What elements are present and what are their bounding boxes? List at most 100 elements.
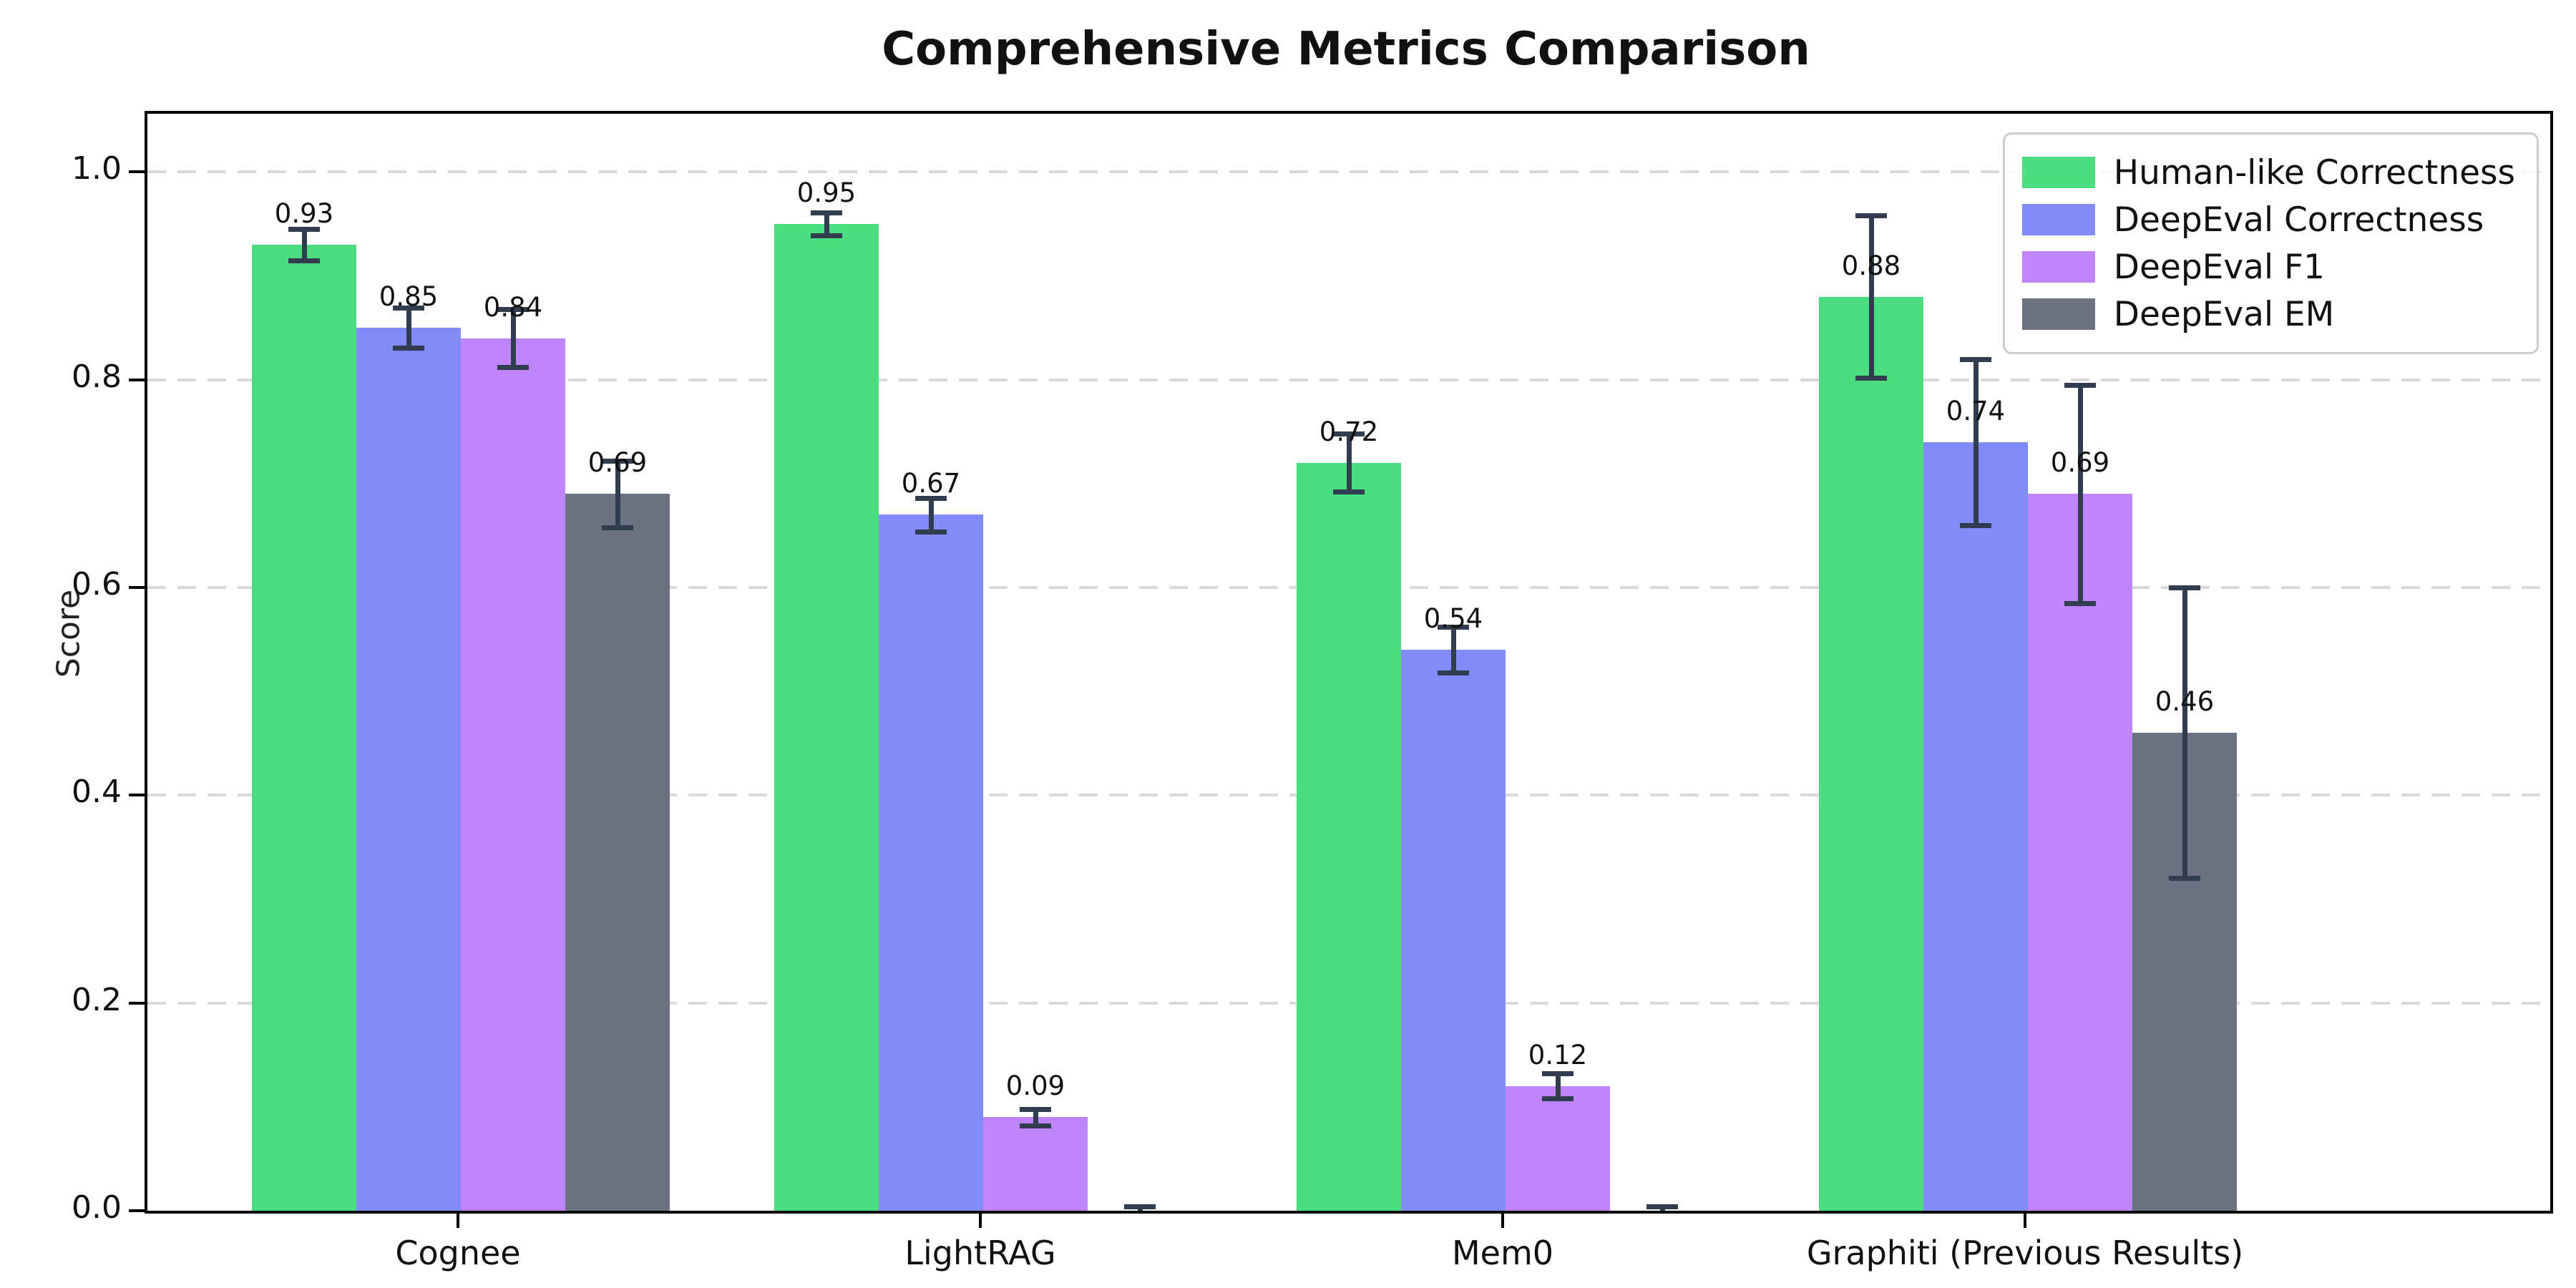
error-bar	[1973, 358, 1979, 525]
legend-label: DeepEval EM	[2113, 294, 2335, 334]
error-bar	[928, 498, 934, 532]
error-bar	[1450, 627, 1456, 673]
error-bar-cap-bottom	[1855, 375, 1887, 381]
bar-human-like-correctness	[1819, 296, 1923, 1211]
y-tick-label: 0.6	[72, 565, 122, 602]
error-bar-cap-bottom	[1020, 1123, 1051, 1128]
error-bar	[406, 308, 411, 348]
bar-value-label: 0.12	[1528, 1039, 1588, 1070]
legend: Human-like Correctness DeepEval Correctne…	[2002, 132, 2539, 354]
legend-swatch	[2021, 251, 2095, 283]
error-bar	[2077, 384, 2083, 603]
chart-title: Comprehensive Metrics Comparison	[882, 23, 1810, 76]
error-bar-cap-top	[2169, 585, 2200, 590]
error-bar-cap-top	[497, 306, 529, 312]
bar-value-label: 0.72	[1319, 416, 1379, 447]
bar-deepeval-correctness	[1923, 441, 2028, 1211]
error-bar-cap-bottom	[497, 365, 529, 371]
error-bar	[301, 229, 307, 260]
y-axis-tick	[129, 1209, 145, 1212]
bar-deepeval-em	[565, 494, 670, 1211]
x-tick-label: Graphiti (Previous Results)	[1806, 1234, 2244, 1272]
legend-item: Human-like Correctness	[2021, 149, 2515, 196]
y-tick-label: 0.2	[72, 981, 122, 1018]
bar-deepeval-correctness	[356, 328, 461, 1211]
bar-value-label: 0.88	[1841, 250, 1901, 281]
error-bar-cap-top	[1542, 1071, 1574, 1077]
y-tick-label: 0.0	[72, 1189, 122, 1226]
error-bar	[2182, 587, 2187, 879]
error-bar-cap-bottom	[1542, 1096, 1574, 1102]
x-axis-tick	[979, 1211, 982, 1228]
error-bar-cap-bottom	[915, 529, 947, 535]
y-axis-tick	[129, 585, 145, 589]
x-tick-label: Mem0	[1451, 1234, 1554, 1272]
bar-deepeval-f1	[2028, 494, 2132, 1211]
bar-deepeval-f1	[983, 1117, 1088, 1211]
error-bar-cap-top	[602, 458, 633, 464]
x-tick-label: Cognee	[395, 1234, 521, 1272]
error-bar	[1555, 1073, 1561, 1099]
y-tick-label: 1.0	[72, 150, 122, 187]
bar-value-label: 0.95	[796, 177, 857, 208]
error-bar	[615, 460, 620, 527]
y-axis-tick	[129, 1001, 145, 1005]
legend-swatch	[2021, 204, 2095, 235]
error-bar-cap-top	[1960, 356, 1991, 362]
error-bar-cap-bottom	[2169, 876, 2200, 882]
error-bar-cap-top	[915, 496, 947, 502]
y-tick-label: 0.8	[72, 358, 122, 395]
bar-value-label: 0.74	[1946, 395, 2006, 426]
error-bar-cap-bottom	[288, 258, 320, 263]
error-bar	[510, 308, 516, 368]
error-bar-cap-top	[1124, 1204, 1156, 1210]
bar-deepeval-correctness	[879, 514, 983, 1211]
bar-value-label: 0.69	[587, 447, 648, 479]
legend-swatch	[2021, 157, 2095, 188]
y-axis-tick	[129, 170, 145, 174]
error-bar-cap-top	[1855, 213, 1887, 219]
legend-item: DeepEval Correctness	[2021, 196, 2515, 243]
error-bar	[1033, 1108, 1038, 1126]
bar-value-label: 0.84	[483, 291, 543, 323]
gridline	[147, 378, 2550, 381]
bar-value-label: 0.85	[379, 281, 439, 313]
bar-value-label: 0.46	[2155, 686, 2215, 718]
bar-human-like-correctness	[252, 244, 356, 1211]
bar-deepeval-f1	[461, 338, 565, 1211]
legend-swatch	[2021, 298, 2095, 330]
bar-value-label: 0.09	[1005, 1070, 1065, 1102]
y-tick-label: 0.4	[72, 774, 122, 811]
gridline	[147, 170, 2550, 174]
legend-item: DeepEval F1	[2021, 243, 2515, 291]
error-bar-cap-top	[1646, 1204, 1678, 1210]
y-axis-tick	[129, 794, 145, 797]
error-bar-cap-bottom	[602, 525, 633, 530]
error-bar-cap-bottom	[393, 345, 424, 351]
error-bar-cap-top	[2064, 382, 2096, 388]
bar-deepeval-correctness	[1401, 650, 1506, 1211]
error-bar-cap-top	[393, 306, 424, 311]
error-bar-cap-top	[1438, 625, 1469, 630]
error-bar-cap-bottom	[1333, 489, 1365, 495]
legend-label: Human-like Correctness	[2113, 152, 2515, 192]
error-bar-cap-bottom	[2064, 600, 2096, 606]
error-bar-cap-bottom	[1960, 522, 1991, 528]
bar-human-like-correctness	[1297, 462, 1401, 1211]
bar-value-label: 0.54	[1423, 603, 1483, 635]
error-bar-cap-top	[1020, 1106, 1051, 1112]
legend-label: DeepEval F1	[2113, 247, 2325, 287]
x-tick-label: LightRAG	[904, 1234, 1056, 1272]
error-bar-cap-top	[288, 227, 320, 233]
bar-deepeval-f1	[1506, 1085, 1610, 1211]
error-bar-cap-top	[811, 210, 842, 215]
error-bar	[824, 212, 829, 235]
bar-value-label: 0.67	[901, 468, 961, 499]
error-bar-cap-bottom	[811, 233, 842, 238]
bar-value-label: 0.69	[2050, 447, 2110, 479]
y-axis-tick	[129, 378, 145, 381]
bar-human-like-correctness	[774, 223, 879, 1211]
legend-label: DeepEval Correctness	[2113, 200, 2484, 240]
error-bar	[1346, 434, 1352, 492]
